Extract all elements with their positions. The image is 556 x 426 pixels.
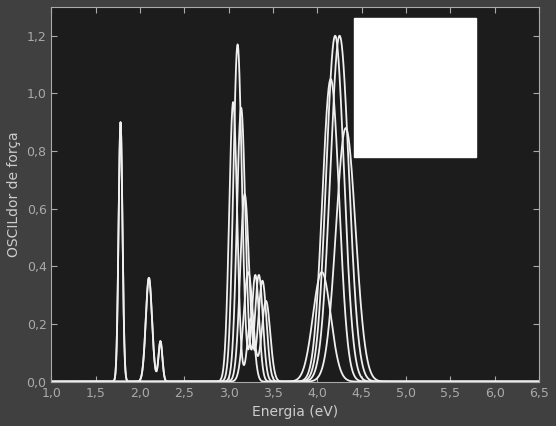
X-axis label: Energia (eV): Energia (eV) <box>252 405 338 419</box>
Y-axis label: OSCILdor de força: OSCILdor de força <box>7 132 21 257</box>
FancyBboxPatch shape <box>354 18 476 157</box>
